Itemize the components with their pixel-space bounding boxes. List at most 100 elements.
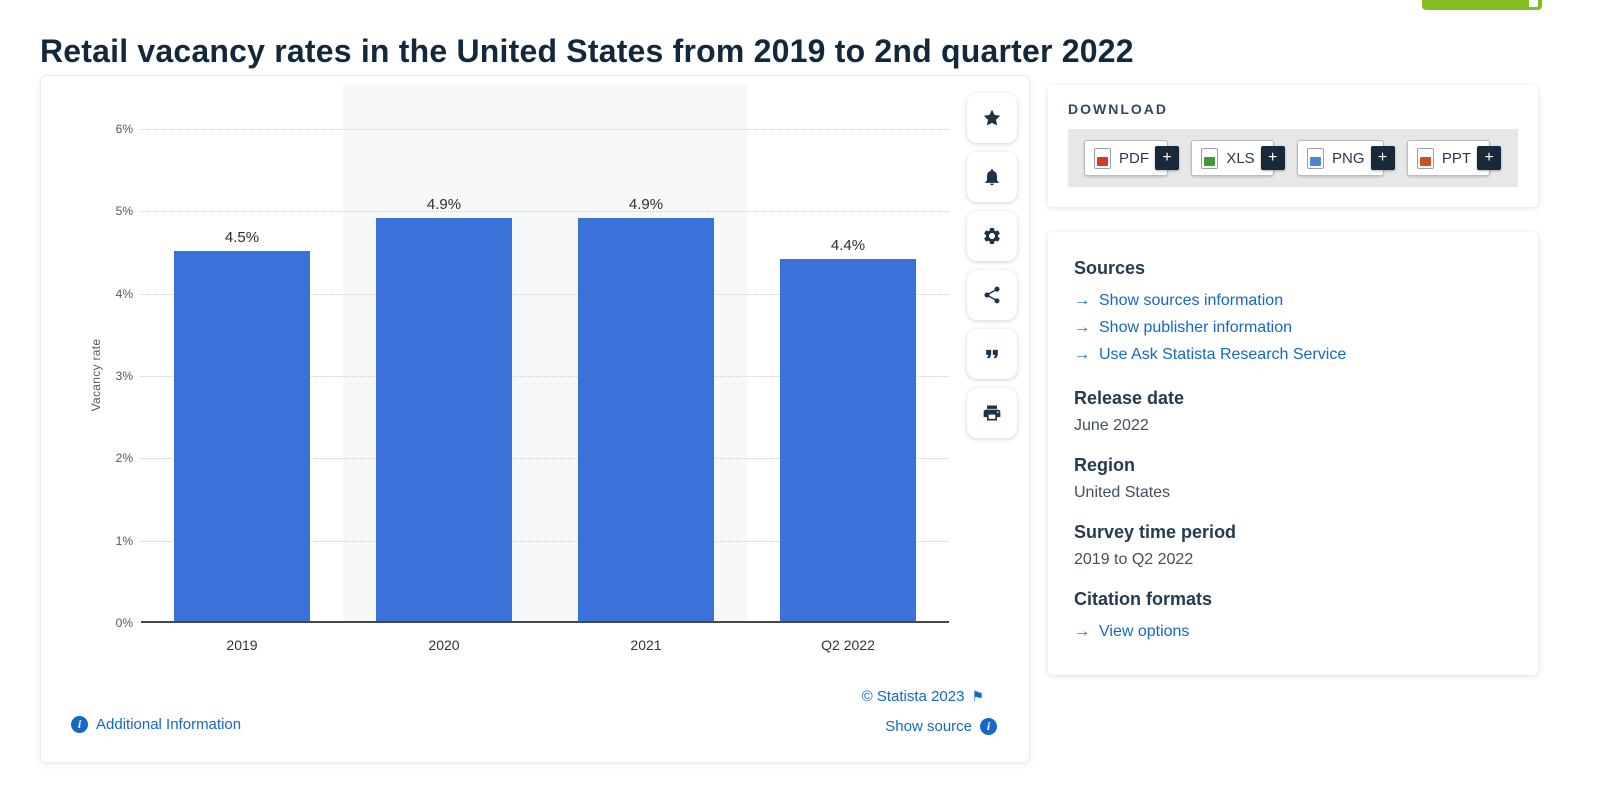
region-heading: Region bbox=[1074, 455, 1135, 475]
bar-2020[interactable] bbox=[376, 217, 512, 621]
download-label: XLS bbox=[1226, 149, 1255, 167]
gear-icon bbox=[984, 228, 1000, 244]
release-date-group: Release date June 2022 bbox=[1074, 388, 1512, 435]
link-show-publisher-information[interactable]: → Show publisher information bbox=[1074, 314, 1512, 341]
settings-button[interactable] bbox=[967, 211, 1017, 261]
x-axis-label: 2020 bbox=[428, 637, 460, 653]
y-tick-label: 4% bbox=[115, 286, 133, 301]
info-icon bbox=[71, 716, 88, 733]
survey-period-value: 2019 to Q2 2022 bbox=[1074, 551, 1194, 568]
link-label: Show publisher information bbox=[1099, 319, 1292, 336]
add-icon[interactable]: + bbox=[1260, 146, 1285, 170]
additional-information-label: Additional Information bbox=[96, 716, 242, 733]
download-ppt-button[interactable]: PPT + bbox=[1406, 140, 1501, 176]
y-tick-label: 2% bbox=[115, 451, 133, 466]
view-options-label: View options bbox=[1099, 623, 1190, 640]
download-label: PDF bbox=[1119, 149, 1149, 167]
add-icon[interactable]: + bbox=[1477, 146, 1501, 170]
star-icon bbox=[983, 109, 1001, 126]
bar-Q2 2022[interactable] bbox=[780, 258, 916, 621]
x-axis-label: 2021 bbox=[630, 637, 662, 653]
link-show-sources-information[interactable]: → Show sources information bbox=[1074, 287, 1512, 314]
sources-group: Sources → Show sources information → Show p… bbox=[1074, 258, 1512, 368]
share-icon bbox=[984, 286, 1000, 304]
ppt-file-icon bbox=[1416, 147, 1434, 169]
gridline bbox=[141, 129, 949, 130]
printer-icon bbox=[983, 405, 1001, 421]
release-date-value: June 2022 bbox=[1074, 417, 1149, 434]
arrow-icon: → bbox=[1074, 292, 1090, 309]
chart-toolbar bbox=[967, 93, 1017, 438]
promo-button[interactable] bbox=[1422, 0, 1542, 10]
page-title: Retail vacancy rates in the United State… bbox=[40, 33, 1134, 70]
chart-card: Vacancy rate 0% 1% 2% 3% 4% 5% 6% 4.5% 2019 4.9% 2… bbox=[40, 75, 1030, 763]
x-axis-label: 2019 bbox=[226, 637, 258, 653]
quote-icon bbox=[986, 349, 998, 359]
citation-formats-group: Citation formats → View options bbox=[1074, 589, 1512, 645]
flag-icon: ⚑ bbox=[971, 688, 984, 704]
download-label: PPT bbox=[1441, 149, 1471, 167]
y-tick-label: 6% bbox=[115, 122, 133, 136]
bar-value-label: 4.9% bbox=[426, 195, 462, 213]
copyright-link[interactable]: © Statista 2023 ⚑ bbox=[862, 688, 984, 705]
download-label: PNG bbox=[1331, 149, 1365, 167]
file-icon-accent bbox=[1309, 156, 1321, 166]
bar-value-label: 4.4% bbox=[830, 236, 866, 254]
x-axis-label: Q2 2022 bbox=[821, 637, 875, 653]
link-label: Use Ask Statista Research Service bbox=[1099, 346, 1347, 363]
survey-period-heading: Survey time period bbox=[1074, 522, 1237, 542]
cite-button[interactable] bbox=[967, 329, 1017, 379]
release-date-heading: Release date bbox=[1074, 388, 1185, 408]
file-icon-accent bbox=[1097, 156, 1108, 166]
gridline bbox=[141, 540, 949, 542]
show-source-link[interactable]: Show source bbox=[885, 718, 997, 735]
survey-period-group: Survey time period 2019 to Q2 2022 bbox=[1074, 522, 1512, 569]
download-pdf-button[interactable]: PDF + bbox=[1084, 140, 1179, 176]
sources-links: → Show sources information → Show publisher… bbox=[1074, 287, 1512, 368]
pdf-file-icon bbox=[1094, 147, 1111, 169]
arrow-icon: → bbox=[1074, 623, 1090, 640]
share-button[interactable] bbox=[967, 270, 1017, 320]
copyright-label: © Statista 2023 bbox=[861, 688, 965, 705]
download-xls-button[interactable]: XLS + bbox=[1191, 140, 1285, 176]
gridline bbox=[141, 376, 949, 377]
gridline bbox=[141, 211, 949, 213]
y-tick-label: 0% bbox=[115, 616, 133, 630]
file-icon-accent bbox=[1419, 156, 1431, 166]
arrow-icon: → bbox=[1074, 346, 1090, 363]
add-icon[interactable]: + bbox=[1370, 146, 1395, 170]
y-tick-label: 5% bbox=[115, 204, 133, 219]
region-group: Region United States bbox=[1074, 455, 1512, 502]
download-card: DOWNLOAD PDF + XLS + PNG + PPT + bbox=[1048, 85, 1538, 207]
bell-icon bbox=[985, 169, 999, 186]
file-icon-accent bbox=[1204, 156, 1216, 166]
y-tick-label: 3% bbox=[115, 369, 133, 383]
notification-button[interactable] bbox=[967, 152, 1017, 202]
bar-2019[interactable] bbox=[174, 250, 310, 621]
gridline bbox=[141, 458, 949, 460]
bar-value-label: 4.5% bbox=[224, 228, 260, 246]
bar-2021[interactable] bbox=[578, 217, 714, 621]
details-card: Sources → Show sources information → Show p… bbox=[1048, 232, 1538, 675]
plot-area: Vacancy rate 0% 1% 2% 3% 4% 5% 6% 4.5% 2019 4.9% 2… bbox=[89, 84, 949, 653]
print-button[interactable] bbox=[967, 388, 1017, 438]
link-label: Show sources information bbox=[1099, 292, 1284, 309]
promo-icon bbox=[1529, 0, 1538, 7]
view-options-link[interactable]: → View options bbox=[1074, 618, 1512, 645]
info-icon bbox=[980, 718, 997, 735]
link-use-ask-statista-research-service[interactable]: → Use Ask Statista Research Service bbox=[1074, 341, 1512, 368]
gridline bbox=[141, 293, 949, 295]
bar-value-label: 4.9% bbox=[628, 195, 664, 213]
favorite-button[interactable] bbox=[967, 93, 1017, 143]
download-strip: PDF + XLS + PNG + PPT + bbox=[1068, 129, 1518, 187]
sources-heading: Sources bbox=[1074, 258, 1146, 278]
arrow-icon: → bbox=[1074, 319, 1090, 336]
region-value: United States bbox=[1074, 484, 1171, 501]
additional-information-link[interactable]: Additional Information bbox=[71, 716, 241, 733]
png-file-icon bbox=[1306, 147, 1324, 169]
download-heading: DOWNLOAD bbox=[1068, 101, 1168, 117]
citation-formats-heading: Citation formats bbox=[1074, 589, 1213, 609]
show-source-label: Show source bbox=[885, 718, 972, 735]
add-icon[interactable]: + bbox=[1155, 146, 1179, 170]
download-png-button[interactable]: PNG + bbox=[1296, 140, 1395, 176]
